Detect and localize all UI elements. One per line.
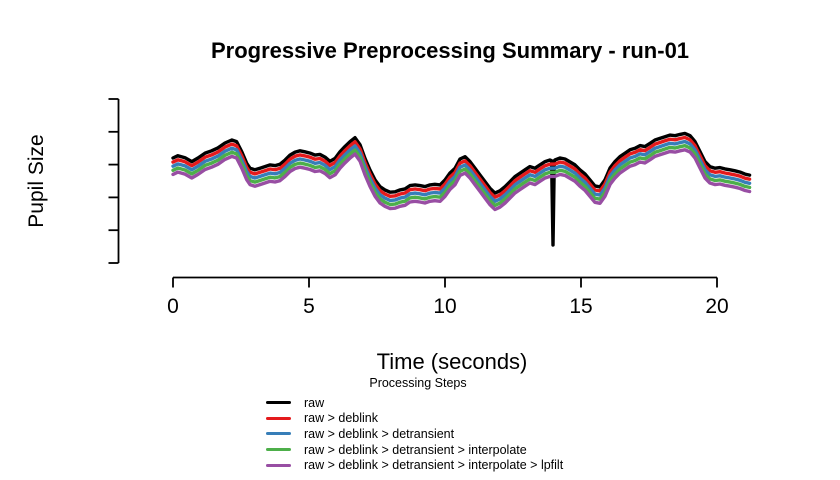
series-line-1 <box>171 135 752 199</box>
x-tick-label-0: 0 <box>167 295 179 318</box>
legend-label-interpolate: raw > deblink > detransient > interpolat… <box>304 442 527 457</box>
legend-swatch-lpfilt <box>266 463 291 467</box>
series-line-2 <box>171 139 752 204</box>
legend-swatch-deblink <box>266 416 291 420</box>
legend-swatch-raw <box>266 401 291 405</box>
series-line-0 <box>171 131 752 247</box>
x-tick-label-15: 15 <box>569 295 593 318</box>
series-line-4 <box>171 148 752 212</box>
legend-label-lpfilt: raw > deblink > detransient > interpolat… <box>304 458 564 473</box>
x-tick-label-5: 5 <box>303 295 315 318</box>
legend-label-detransient: raw > deblink > detransient <box>304 426 455 441</box>
x-tick-label-10: 10 <box>433 295 457 318</box>
y-axis-label: Pupil Size <box>25 134 48 228</box>
legend-item-detransient: raw > deblink > detransient <box>266 426 563 442</box>
legend-label-raw: raw <box>304 395 325 410</box>
legend: raw raw > deblink raw > deblink > detran… <box>266 395 563 473</box>
legend-item-raw: raw <box>266 395 563 411</box>
legend-item-interpolate: raw > deblink > detransient > interpolat… <box>266 442 563 458</box>
x-tick-label-20: 20 <box>705 295 729 318</box>
series-line-3 <box>171 143 752 208</box>
chart-title: Progressive Preprocessing Summary - run-… <box>210 38 690 63</box>
x-axis-label: Time (seconds) <box>376 349 528 374</box>
legend-item-lpfilt: raw > deblink > detransient > interpolat… <box>266 457 563 473</box>
legend-item-deblink: raw > deblink <box>266 411 563 427</box>
legend-swatch-detransient <box>266 432 291 436</box>
legend-title: Processing Steps <box>369 376 467 390</box>
legend-swatch-interpolate <box>266 448 291 452</box>
legend-label-deblink: raw > deblink <box>304 411 378 426</box>
